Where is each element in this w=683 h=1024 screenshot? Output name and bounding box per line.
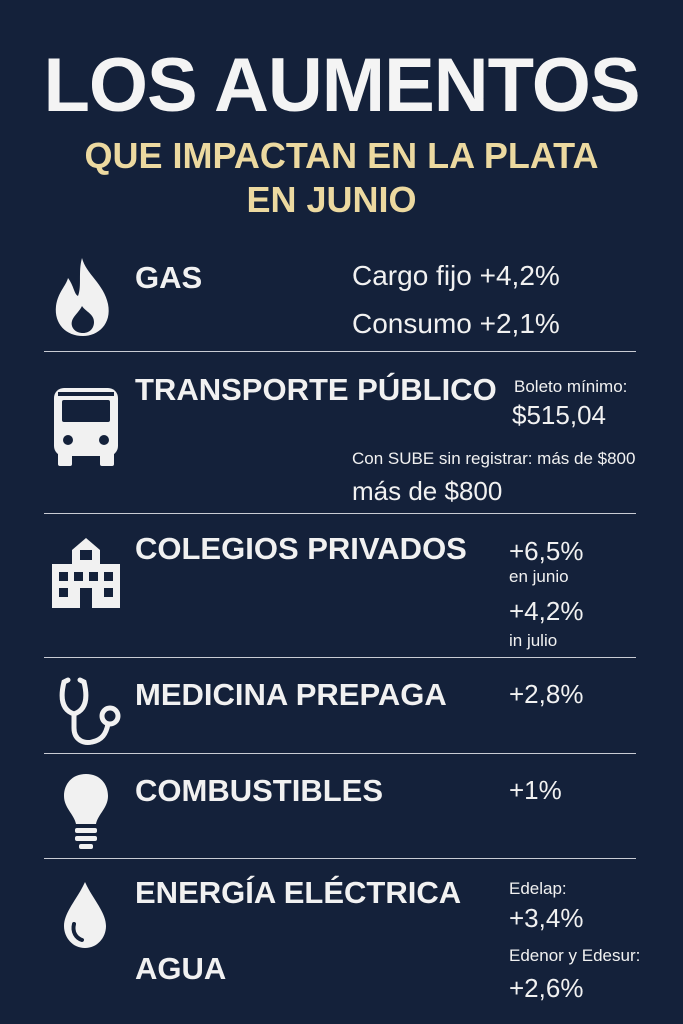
divider xyxy=(44,858,636,859)
divider xyxy=(44,513,636,514)
transporte-label: TRANSPORTE PÚBLICO xyxy=(135,372,497,407)
gas-label: GAS xyxy=(135,260,203,295)
colegios-label: COLEGIOS PRIVADOS xyxy=(135,531,467,566)
energia-label: ENERGÍA ELÉCTRICA xyxy=(135,875,462,910)
transporte-boleto-value: $515,04 xyxy=(512,400,606,430)
light-bulb-icon xyxy=(62,772,110,857)
agua-label: AGUA xyxy=(135,951,227,986)
edenor-edesur-value: +2,6% xyxy=(509,973,584,1003)
transporte-sube-text: Con SUBE sin registrar: más de $800 xyxy=(352,449,636,468)
colegios-julio-value: +4,2% xyxy=(509,596,584,626)
divider xyxy=(44,657,636,658)
combustibles-label: COMBUSTIBLES xyxy=(135,773,383,808)
transporte-boleto-label: Boleto mínimo: xyxy=(514,377,628,396)
medicina-value: +2,8% xyxy=(509,679,584,709)
subtitle-line-1: QUE IMPACTAN EN LA PLATA xyxy=(84,135,599,176)
divider xyxy=(44,753,636,754)
edenor-edesur-label: Edenor y Edesur: xyxy=(509,946,641,965)
stethoscope-icon xyxy=(58,676,124,751)
school-building-icon xyxy=(50,536,122,615)
combustibles-value: +1% xyxy=(509,775,562,805)
colegios-junio-label: en junio xyxy=(509,567,569,586)
divider xyxy=(44,351,636,352)
subtitle-line-2: EN JUNIO xyxy=(246,179,417,220)
edelap-label: Edelap: xyxy=(509,879,567,898)
flame-icon xyxy=(52,256,114,343)
gas-consumo: Consumo +2,1% xyxy=(352,308,560,339)
water-drop-icon xyxy=(60,880,110,955)
bus-icon xyxy=(52,386,120,473)
main-title: LOS AUMENTOS xyxy=(43,43,640,128)
transporte-sube-value: más de $800 xyxy=(352,476,503,506)
medicina-label: MEDICINA PREPAGA xyxy=(135,677,447,712)
edelap-value: +3,4% xyxy=(509,903,584,933)
colegios-julio-label: in julio xyxy=(509,631,558,650)
colegios-junio-value: +6,5% xyxy=(509,536,584,566)
gas-cargo-fijo: Cargo fijo +4,2% xyxy=(352,260,560,291)
